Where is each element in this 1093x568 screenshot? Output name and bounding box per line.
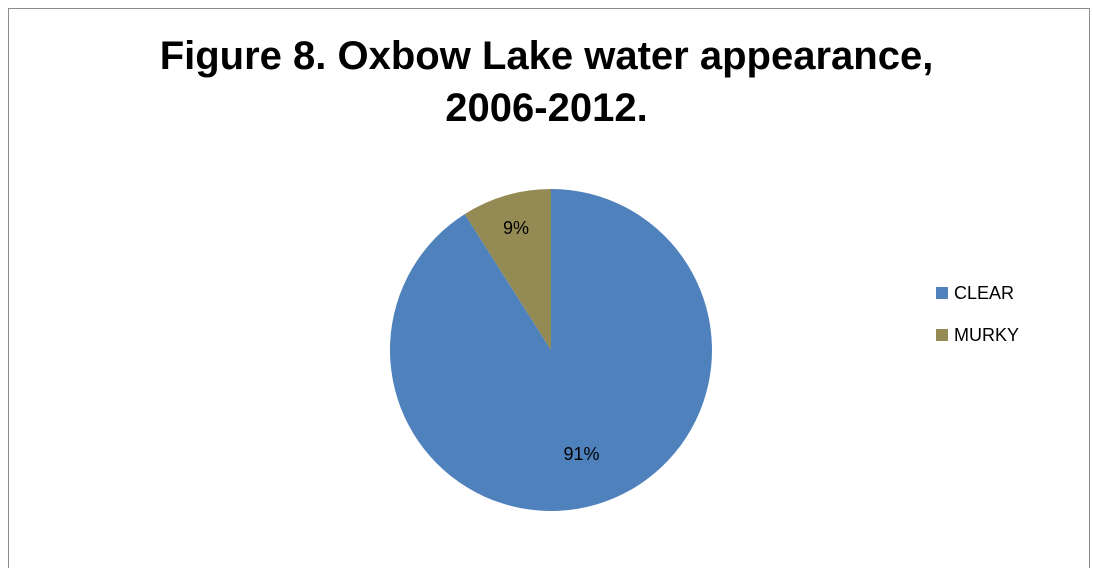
- legend-label-clear: CLEAR: [954, 282, 1015, 303]
- chart-legend: CLEAR MURKY: [936, 280, 1019, 364]
- data-label-murky: 9%: [503, 218, 529, 238]
- legend-swatch-murky: [936, 329, 948, 341]
- chart-title-line-1: Figure 8. Oxbow Lake water appearance,: [159, 34, 934, 78]
- legend-item-murky: MURKY: [936, 322, 1019, 348]
- legend-label-murky: MURKY: [954, 324, 1020, 345]
- legend-swatch-clear: [936, 287, 948, 299]
- pie-slice-murky: [464, 189, 551, 350]
- data-label-clear: 91%: [564, 444, 600, 464]
- chart-title-line-2: 2006-2012.: [445, 86, 648, 130]
- chart-title: Figure 8. Oxbow Lake water appearance, 2…: [0, 30, 1093, 134]
- legend-item-clear: CLEAR: [936, 280, 1019, 306]
- chart-frame: [8, 8, 1090, 568]
